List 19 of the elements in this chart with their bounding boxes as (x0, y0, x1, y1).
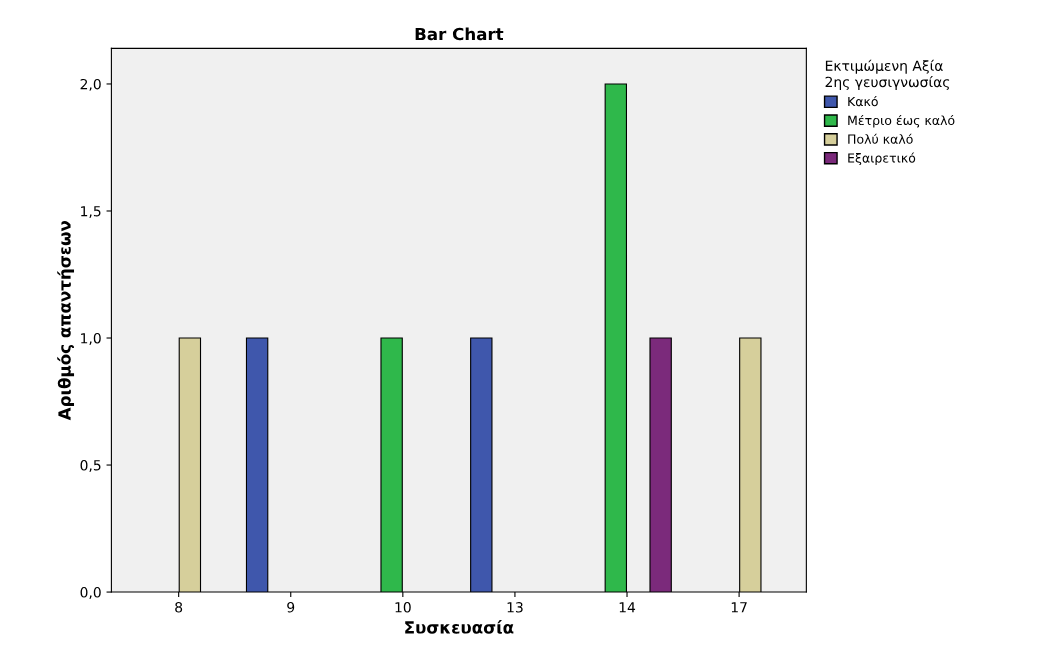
x-tick-label: 13 (507, 602, 523, 613)
x-tick-label: 17 (731, 602, 747, 613)
x-tick-label: 8 (175, 602, 183, 613)
x-tick-label: 14 (619, 602, 636, 613)
legend-label: Πολύ καλό (848, 133, 913, 144)
y-tick-label: 1,5 (81, 206, 101, 218)
legend-title: Εκτιμώμενη Αξία 2ης γευσιγνωσίας (825, 59, 950, 90)
x-tick-label: 9 (287, 602, 295, 613)
y-axis-title: Αριθμός απαντήσεων (57, 220, 75, 421)
legend-label: Κακό (848, 96, 878, 107)
y-tick-label: 0,0 (80, 587, 101, 599)
x-tick-label: 10 (395, 602, 411, 613)
x-axis-title: Συσκευασία (405, 620, 514, 634)
y-tick-label: 1,0 (81, 332, 101, 345)
chart-title: Bar Chart (415, 27, 504, 41)
legend-label: Μέτριο έως καλό (848, 114, 955, 128)
y-tick-label: 2,0 (80, 78, 101, 91)
legend-label: Εξαιρετικό (848, 152, 916, 166)
y-tick-label: 0,5 (80, 460, 101, 472)
